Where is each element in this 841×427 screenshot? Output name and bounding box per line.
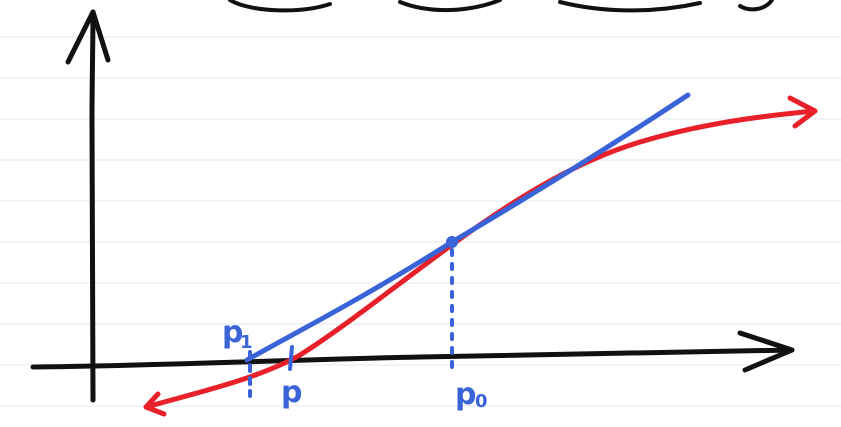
x-axis	[30, 330, 795, 373]
label-p1-subscript: 1	[240, 332, 253, 353]
red-curve-left-arrowhead	[143, 391, 167, 417]
x-axis-arrowhead	[737, 330, 795, 373]
y-axis	[65, 9, 111, 403]
y-axis-arrowhead	[65, 9, 111, 65]
red-curve-right-arrowhead	[787, 95, 818, 129]
label-p1: p 1	[222, 315, 253, 353]
x-axis-line	[30, 347, 795, 370]
blue-tangent-line	[244, 92, 691, 363]
notebook-ruling	[0, 36, 841, 407]
label-p1-main: p	[222, 315, 243, 350]
root-tick-mark	[288, 345, 294, 371]
label-p0-subscript: 0	[475, 391, 488, 412]
y-axis-line	[89, 9, 96, 403]
label-p0: p 0	[455, 377, 488, 412]
cropped-handwriting-top	[228, 0, 774, 13]
tangency-point	[446, 236, 458, 248]
label-p0-main: p	[455, 377, 476, 412]
red-curve	[143, 95, 818, 417]
label-p-root: p	[281, 375, 302, 410]
